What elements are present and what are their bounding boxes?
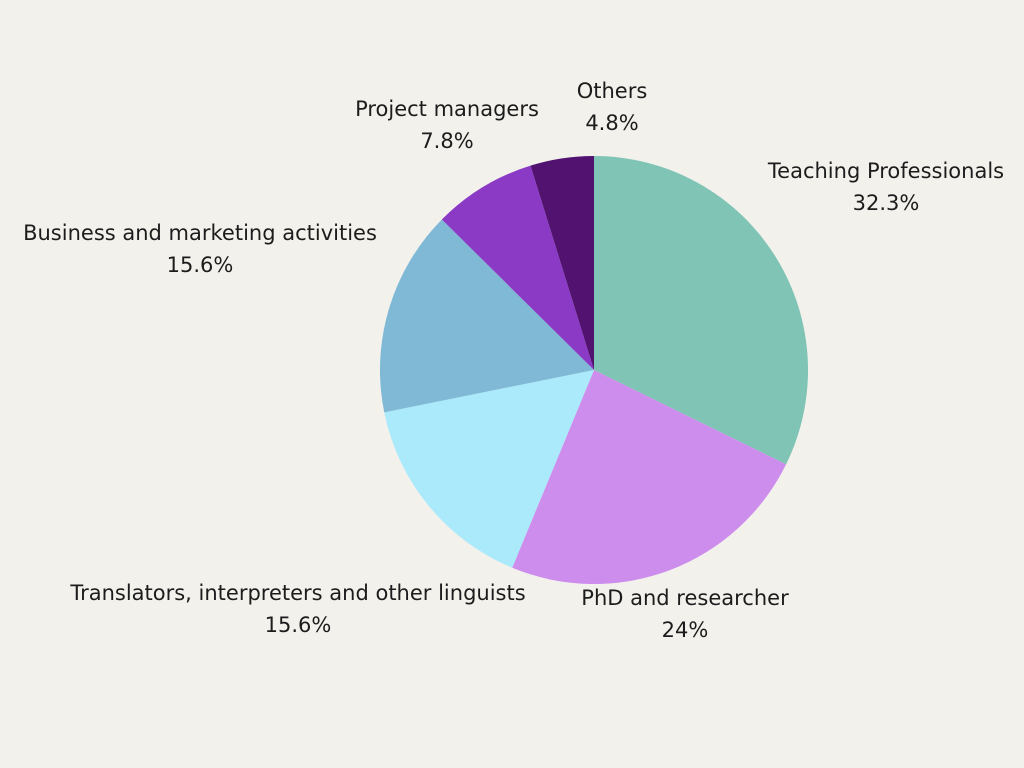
pie-slice-2 (384, 370, 594, 568)
pie-slice-1 (512, 370, 787, 584)
slice-label-4: Project managers (355, 97, 539, 121)
slice-value-label-4: 7.8% (420, 129, 473, 153)
slice-value-label-3: 15.6% (167, 253, 234, 277)
slice-label-1: PhD and researcher (581, 586, 789, 610)
slice-label-5: Others (577, 79, 648, 103)
pie-slice-0 (594, 156, 808, 465)
pie-labels: Teaching Professionals 32.3% PhD and resea… (23, 79, 1004, 642)
slice-label-0: Teaching Professionals (767, 159, 1004, 183)
pie-slice-5 (530, 156, 594, 370)
slice-value-label-5: 4.8% (585, 111, 638, 135)
slice-value-label-2: 15.6% (265, 613, 332, 637)
slice-label-2: Translators, interpreters and other ling… (69, 581, 525, 605)
pie-slice-4 (441, 165, 594, 370)
slice-value-label-0: 32.3% (853, 191, 920, 215)
pie-slices (380, 156, 808, 584)
slice-value-label-1: 24% (662, 618, 709, 642)
pie-slice-3 (380, 219, 594, 413)
slice-label-3: Business and marketing activities (23, 221, 377, 245)
